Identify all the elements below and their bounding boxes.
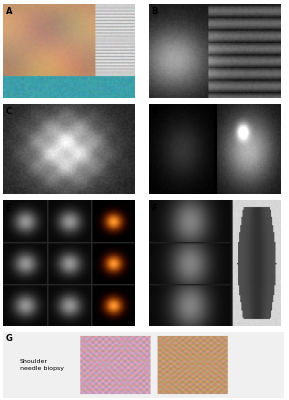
Text: A: A xyxy=(5,7,12,16)
Text: Shoulder
needle biopsy: Shoulder needle biopsy xyxy=(20,359,64,370)
Text: D: D xyxy=(151,107,158,116)
Text: B: B xyxy=(151,7,158,16)
Text: E: E xyxy=(5,204,11,213)
Text: G: G xyxy=(6,334,12,343)
Text: F: F xyxy=(151,204,157,213)
Text: C: C xyxy=(5,107,12,116)
